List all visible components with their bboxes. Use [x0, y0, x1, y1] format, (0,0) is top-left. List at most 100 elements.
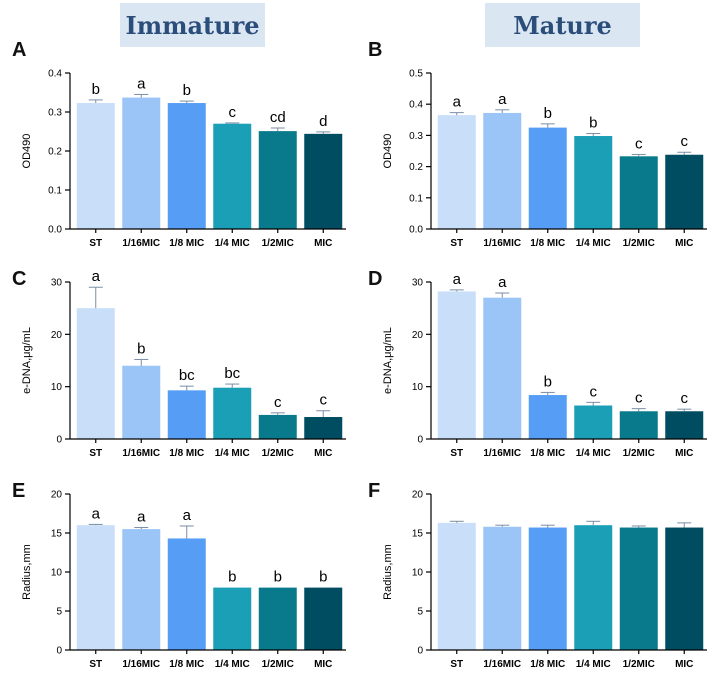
x-tick-label-e-1: ST: [89, 659, 102, 670]
x-tick-label-f-6: MIC: [675, 659, 693, 670]
x-tick-label-e-3: 1/8 MIC: [169, 659, 204, 670]
y-tick-label-e-1: 5: [56, 607, 62, 618]
bar-f-2: [483, 526, 522, 650]
sig-letter-a-1: b: [92, 81, 100, 98]
x-tick-label-b-4: 1/4 MIC: [576, 238, 611, 249]
x-tick-label-e-6: MIC: [314, 659, 332, 670]
bar-b-4: [574, 136, 613, 229]
bar-b-5: [619, 156, 658, 229]
sig-letter-d-5: c: [635, 390, 643, 407]
sig-letter-e-2: a: [137, 509, 146, 526]
y-tick-label-f-1: 5: [417, 607, 423, 618]
y-tick-label-c-2: 20: [51, 330, 63, 341]
x-tick-label-d-6: MIC: [675, 448, 693, 459]
panel-a: A OD490 b a b c cd d ST 1/16MIC 1/8 MIC 1/4 MIC 1/2M…: [12, 39, 346, 249]
bar-a-4: [213, 123, 252, 229]
y-tick-label-c-3: 30: [51, 278, 63, 289]
x-tick-label-b-6: MIC: [675, 238, 693, 249]
y-tick-label-e-0: 0: [56, 646, 62, 657]
sig-letter-a-3: b: [183, 82, 191, 99]
y-tick-label-b-0: 0.0: [409, 225, 423, 236]
bar-c-1: [76, 308, 115, 439]
x-tick-label-e-5: 1/2MIC: [262, 659, 294, 670]
bar-f-1: [437, 522, 476, 650]
sig-letter-c-6: c: [320, 392, 328, 409]
y-tick-label-e-2: 10: [51, 568, 63, 579]
panel-d: De-DNA,μg/mL a a b c c c ST 1/16MIC 1/8 MIC 1/4 MI…: [368, 268, 707, 459]
bar-e-4: [213, 587, 252, 650]
y-tick-label-b-4: 0.4: [409, 100, 423, 111]
bar-c-3: [167, 390, 206, 439]
y-axis-label-a: OD490: [21, 134, 33, 169]
x-tick-label-c-6: MIC: [314, 448, 332, 459]
x-tick-label-a-6: MIC: [314, 238, 332, 249]
sig-letter-d-4: c: [590, 383, 598, 400]
y-tick-label-a-1: 0.1: [48, 186, 62, 197]
bar-c-2: [122, 365, 161, 439]
x-tick-label-f-4: 1/4 MIC: [576, 659, 611, 670]
x-tick-label-d-4: 1/4 MIC: [576, 448, 611, 459]
y-tick-label-a-3: 0.3: [48, 108, 62, 119]
sig-letter-e-3: a: [183, 507, 192, 524]
sig-letter-a-4: c: [229, 104, 237, 121]
y-tick-label-e-3: 15: [51, 529, 63, 540]
y-tick-label-d-3: 30: [412, 278, 424, 289]
y-tick-label-d-1: 10: [412, 382, 424, 393]
x-tick-label-e-4: 1/4 MIC: [215, 659, 250, 670]
bar-d-5: [619, 411, 658, 439]
panel-letter-b: B: [368, 39, 382, 61]
sig-letter-d-3: b: [544, 373, 552, 390]
bar-a-5: [258, 131, 297, 229]
y-tick-label-d-0: 0: [417, 435, 423, 446]
bar-e-2: [122, 529, 161, 650]
y-tick-label-c-0: 0: [56, 435, 62, 446]
y-tick-label-b-1: 0.1: [409, 193, 423, 204]
sig-letter-e-6: b: [319, 569, 327, 586]
x-tick-label-d-5: 1/2MIC: [623, 448, 655, 459]
sig-letter-b-1: a: [453, 94, 462, 111]
header-box-immature: [120, 3, 265, 47]
x-tick-label-a-4: 1/4 MIC: [215, 238, 250, 249]
sig-letter-b-2: a: [498, 91, 507, 108]
x-tick-label-b-2: 1/16MIC: [483, 238, 521, 249]
bar-f-6: [665, 527, 704, 650]
y-tick-label-f-0: 0: [417, 646, 423, 657]
header-box-mature: [485, 3, 640, 47]
y-tick-label-e-4: 20: [51, 490, 63, 501]
y-tick-label-b-2: 0.2: [409, 162, 423, 173]
y-axis-label-f: Radius,mm: [382, 544, 394, 600]
sig-letter-a-5: cd: [270, 109, 286, 126]
x-tick-label-d-1: ST: [450, 448, 463, 459]
x-tick-label-d-2: 1/16MIC: [483, 448, 521, 459]
bar-e-6: [304, 587, 343, 650]
y-tick-label-f-4: 20: [412, 490, 424, 501]
sig-letter-b-6: c: [681, 133, 689, 150]
sig-letter-c-2: b: [137, 340, 145, 357]
sig-letter-b-5: c: [635, 135, 643, 152]
bar-b-2: [483, 112, 522, 229]
bar-d-3: [528, 395, 567, 439]
x-tick-label-a-2: 1/16MIC: [122, 238, 160, 249]
sig-letter-a-2: a: [137, 75, 146, 92]
bar-e-3: [167, 538, 206, 650]
bar-e-5: [258, 587, 297, 650]
header-immature: Immature: [125, 11, 259, 40]
panel-c: Ce-DNA,μg/mL a b bc bc c c ST 1/16MIC 1/8 MIC 1/4 …: [12, 268, 346, 459]
sig-letter-d-6: c: [681, 390, 689, 407]
panel-e: E Radius,mm a a a b b b ST 1/16MIC 1/8 MIC 1/4 MIC 1…: [12, 480, 346, 670]
bar-d-2: [483, 297, 522, 439]
bar-a-2: [122, 97, 161, 229]
x-tick-label-a-5: 1/2MIC: [262, 238, 294, 249]
x-tick-label-f-1: ST: [450, 659, 463, 670]
bar-a-1: [76, 103, 115, 229]
bar-a-3: [167, 103, 206, 229]
panel-letter-f: F: [368, 480, 380, 502]
sig-letter-c-1: a: [92, 268, 101, 285]
y-tick-label-f-2: 10: [412, 568, 424, 579]
bar-d-4: [574, 405, 613, 439]
x-tick-label-f-5: 1/2MIC: [623, 659, 655, 670]
bar-c-5: [258, 414, 297, 439]
bar-f-5: [619, 527, 658, 650]
sig-letter-d-2: a: [498, 274, 507, 291]
